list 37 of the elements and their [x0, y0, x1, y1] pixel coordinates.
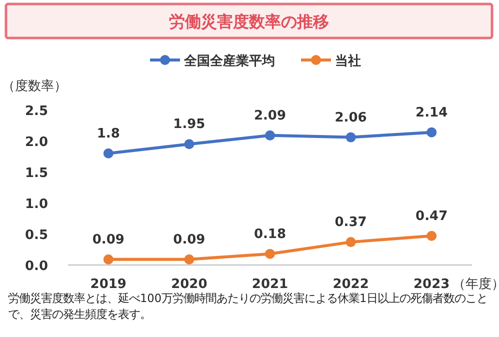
- y-tick-label: 1.5: [24, 166, 48, 181]
- y-tick-label: 2.5: [24, 104, 48, 119]
- data-label: 0.09: [92, 232, 124, 248]
- legend-label: 当社: [335, 53, 361, 69]
- y-axis-title: （度数率）: [2, 78, 67, 94]
- legend-label: 全国全産業平均: [183, 53, 275, 69]
- point: [426, 127, 437, 138]
- data-label: 2.06: [334, 110, 367, 126]
- data-label: 0.18: [254, 226, 286, 242]
- y-tick-label: 0.5: [24, 228, 48, 243]
- point: [184, 254, 194, 264]
- y-tick-label: 2.0: [24, 135, 48, 150]
- point: [426, 230, 437, 241]
- point: [103, 254, 114, 264]
- x-axis-title: （年度）: [452, 276, 499, 292]
- chart-title: 労働災害度数率の推移: [169, 12, 329, 31]
- x-tick-label: 2023: [414, 277, 450, 292]
- point: [184, 139, 194, 150]
- data-label: 1.95: [173, 117, 206, 132]
- point: [346, 132, 356, 142]
- point: [265, 248, 275, 259]
- point: [265, 130, 275, 140]
- data-label: 1.8: [96, 126, 120, 142]
- x-tick-label: 2020: [171, 277, 208, 292]
- point: [346, 237, 356, 248]
- y-tick-label: 0.0: [24, 259, 48, 274]
- x-tick-label: 2021: [252, 277, 288, 292]
- data-label: 0.47: [416, 208, 448, 224]
- data-label: 2.14: [416, 105, 448, 120]
- data-label: 0.37: [334, 215, 367, 230]
- data-label: 2.09: [254, 108, 286, 124]
- x-tick-label: 2022: [332, 277, 369, 292]
- text: 労働災害度数率とは、延べ100万労働時間あたりの労働災害による休業1日以上の死傷者数のことで、災害の発生頻度を表す。: [8, 291, 489, 323]
- data-label: 0.09: [173, 232, 206, 248]
- y-tick-label: 1.0: [24, 197, 48, 212]
- x-tick-label: 2019: [90, 277, 126, 292]
- point: [103, 148, 114, 158]
